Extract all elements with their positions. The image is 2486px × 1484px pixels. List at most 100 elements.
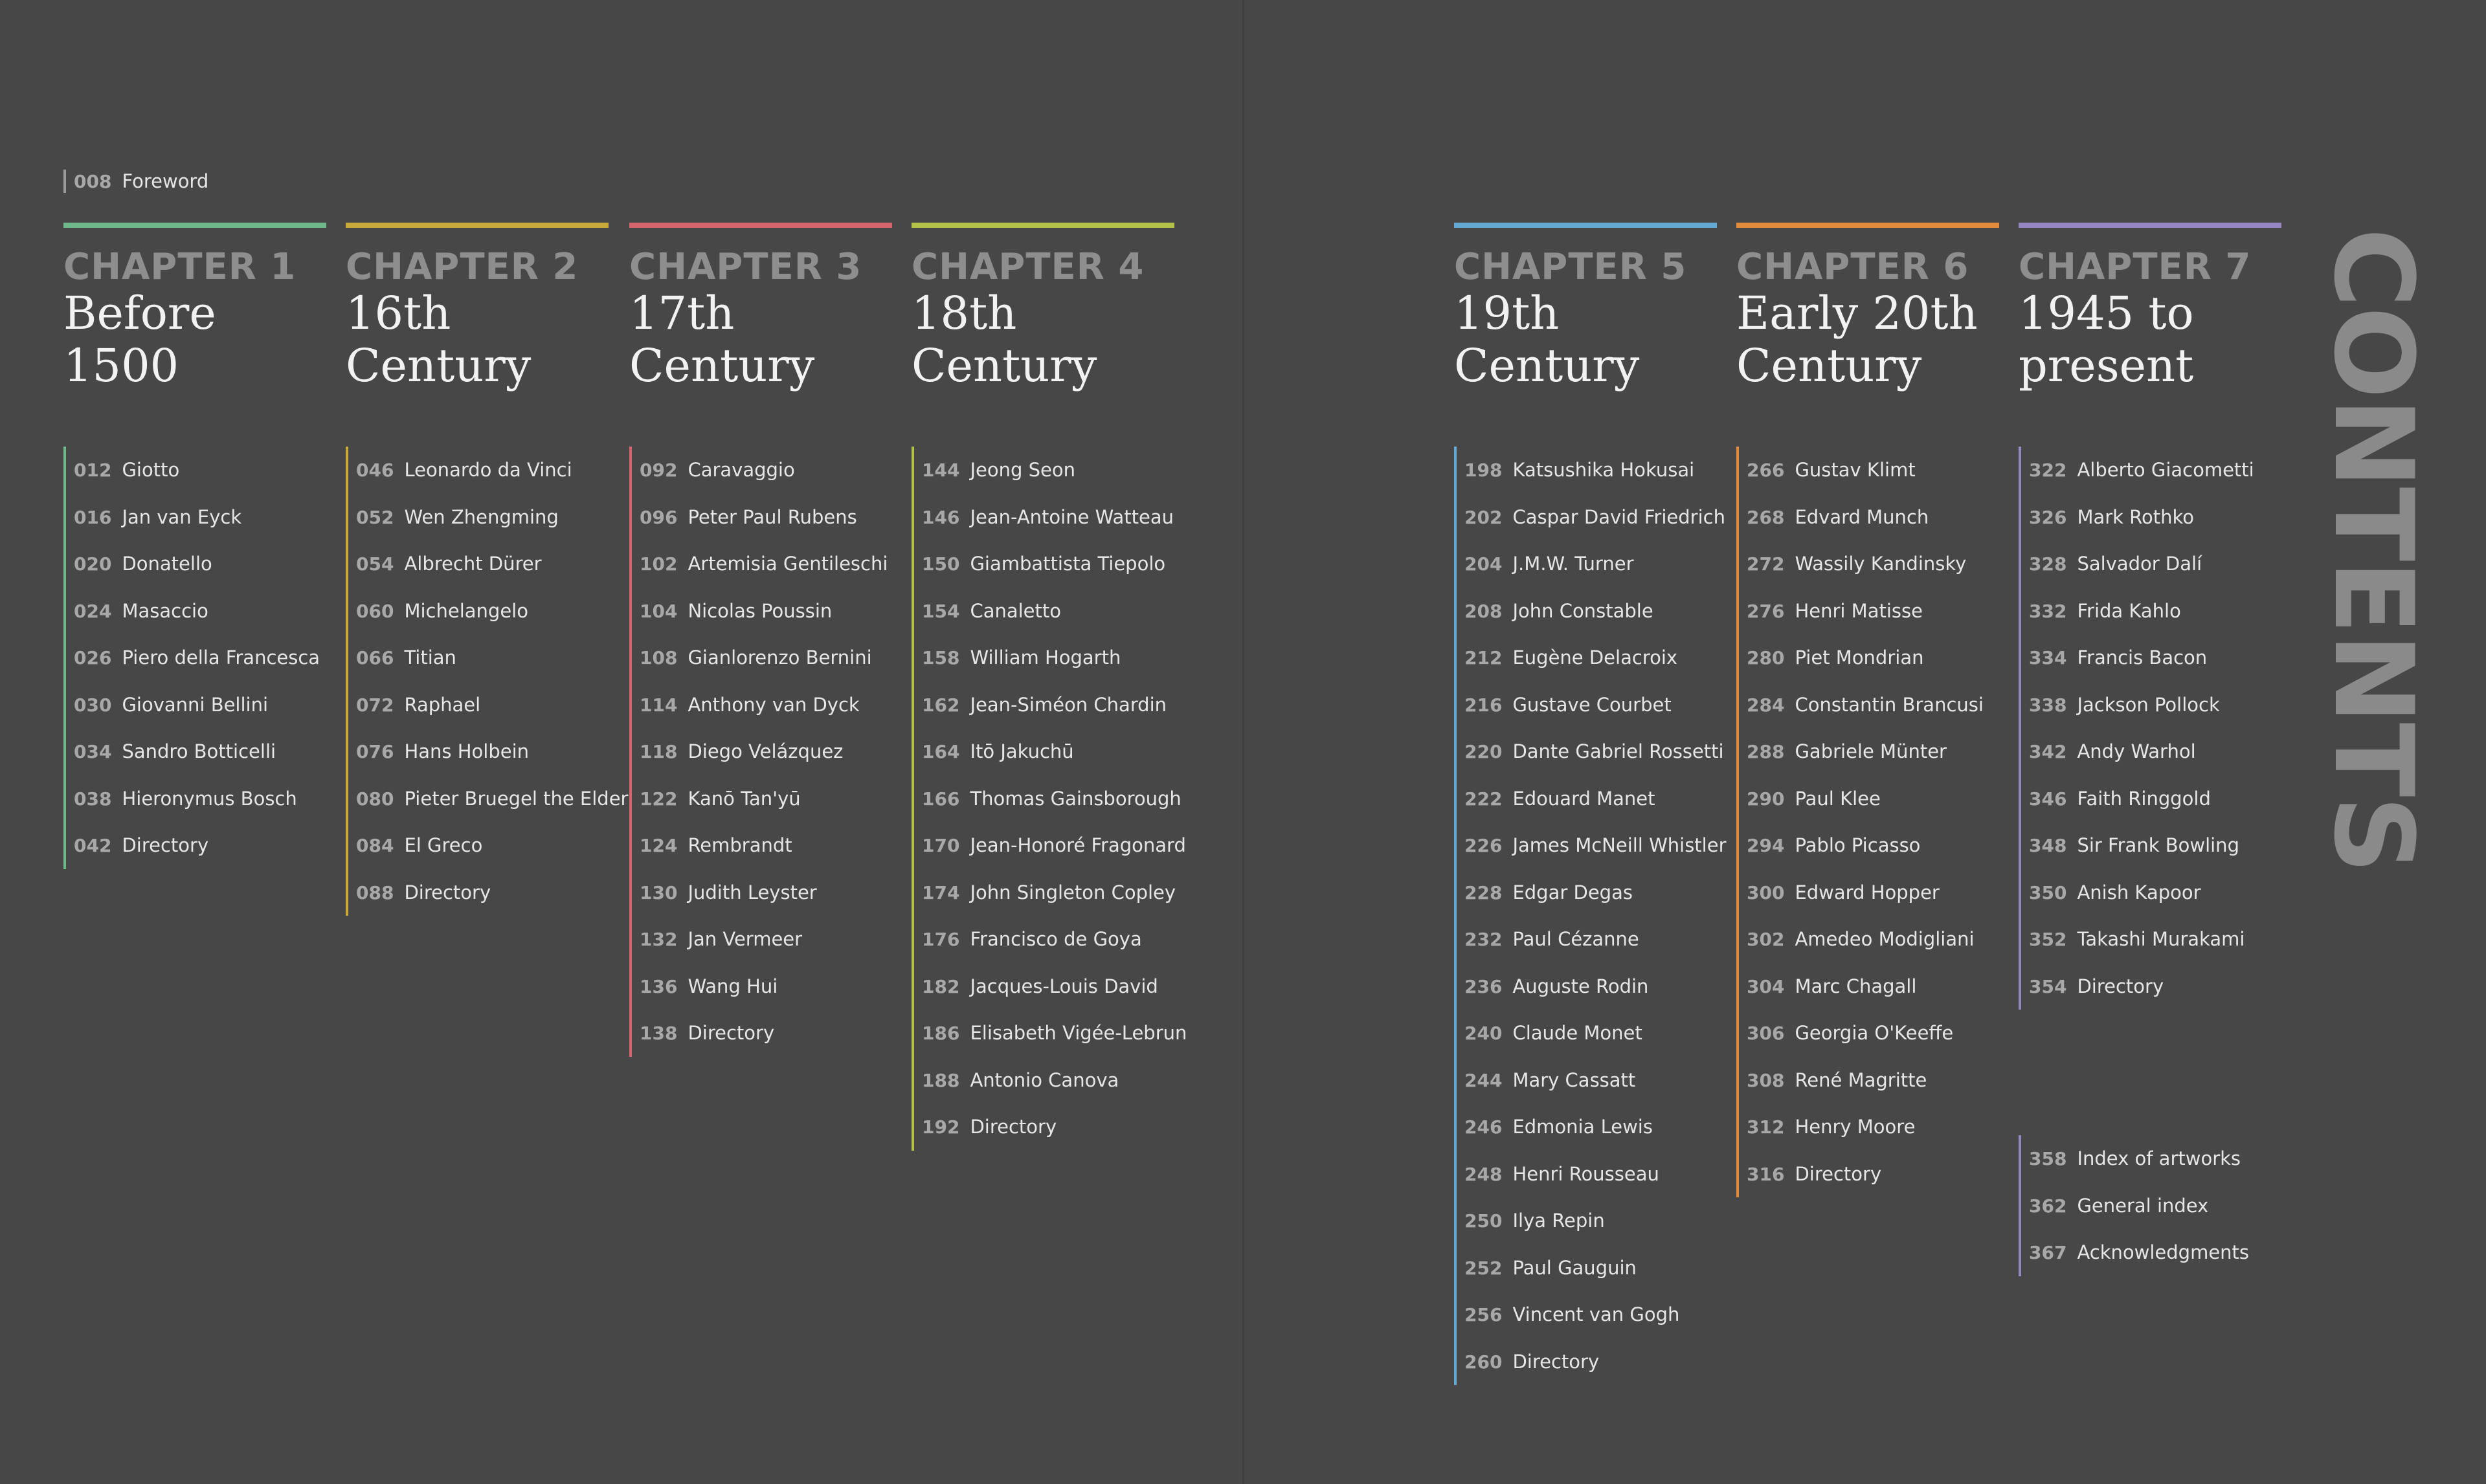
page-number: 328 [2029,553,2067,575]
entry: 362 General index [2029,1182,2249,1230]
page-number: 150 [922,553,960,575]
entry-list: 266 Gustav Klimt 268 Edvard Munch 272 Wassily… [1736,447,1984,1197]
page-number: 108 [640,647,678,669]
chapter-label: CHAPTER 2 [346,246,579,288]
entry-name: Edouard Manet [1512,787,1655,810]
page-number: 346 [2029,788,2067,810]
entry: 240 Claude Monet [1464,1010,1727,1057]
page-number: 188 [922,1069,960,1091]
entry-name: James McNeill Whistler [1512,834,1727,856]
page-number: 312 [1747,1116,1785,1138]
page-number: 026 [74,647,112,669]
title-line: 1945 to [2019,287,2194,340]
entry-name: Frida Kahlo [2077,599,2181,622]
page-number: 124 [640,835,678,856]
entry: 054 Albrecht Dürer [356,540,629,588]
page-number: 354 [2029,975,2067,997]
entry-name: Masaccio [122,599,208,622]
entry-name: Jean-Antoine Watteau [970,505,1174,528]
page-number: 276 [1747,600,1785,622]
page-number: 154 [922,600,960,622]
entry: 096 Peter Paul Rubens [640,494,888,541]
entry-name: Gustave Courbet [1512,693,1672,716]
title-line: Century [346,339,532,392]
entry: 308 René Magritte [1747,1057,1984,1104]
entry: 020 Donatello [74,540,320,588]
chapter-rule [2019,223,2281,228]
page-number: 266 [1747,460,1785,481]
page-number: 176 [922,929,960,950]
entry: 256 Vincent van Gogh [1464,1291,1727,1338]
entry: 122 Kanō Tan'yū [640,775,888,823]
page-number: 118 [640,741,678,762]
entry: 118 Diego Velázquez [640,728,888,775]
entry-name: Directory [1795,1162,1882,1185]
page-number: 198 [1464,460,1503,481]
entry: 326 Mark Rothko [2029,494,2254,541]
entry-name: Directory [2077,975,2164,997]
entry: 290 Paul Klee [1747,775,1984,823]
chapter-rule [912,223,1174,228]
entry-list: 144 Jeong Seon 146 Jean-Antoine Watteau 150 G… [912,447,1187,1151]
entry-name: J.M.W. Turner [1512,553,1634,575]
entry: 306 Georgia O'Keeffe [1747,1010,1984,1057]
entry-name: Hieronymus Bosch [122,787,297,810]
entry-list: 322 Alberto Giacometti 326 Mark Rothko 328 Sa… [2019,447,2254,1010]
chapter-label: CHAPTER 1 [63,246,297,288]
title-line: Century [1736,339,1922,392]
page-number: 166 [922,788,960,810]
entry-name: Artemisia Gentileschi [688,553,888,575]
page-number: 284 [1747,694,1785,716]
entry-name: Jean-Siméon Chardin [970,693,1167,716]
entry-name: Diego Velázquez [688,740,844,762]
entry: 042 Directory [74,822,320,869]
page-number: 146 [922,506,960,528]
entry: 034 Sandro Botticelli [74,728,320,775]
page-number: 088 [356,881,394,903]
chapter-heading: CHAPTER 4 18th Century [912,223,1174,392]
page-number: 066 [356,647,394,669]
entry-name: Katsushika Hokusai [1512,459,1695,481]
entry-name: Directory [970,1116,1057,1138]
entry: 302 Amedeo Modigliani [1747,916,1984,963]
page-number: 228 [1464,881,1503,903]
entry-name: Directory [404,881,491,903]
entry: 276 Henri Matisse [1747,588,1984,635]
entry-name: General index [2077,1194,2209,1217]
entry-name: Caravaggio [688,459,795,481]
entry-name: Mary Cassatt [1512,1069,1636,1091]
entry: 088 Directory [356,869,629,916]
entry: 092 Caravaggio [640,447,888,494]
entry: 170 Jean-Honoré Fragonard [922,822,1187,869]
entry: 146 Jean-Antoine Watteau [922,494,1187,541]
page-number: 138 [640,1023,678,1044]
title-line: Century [1454,339,1640,392]
entry-name: Directory [122,834,209,856]
entry: 322 Alberto Giacometti [2029,447,2254,494]
entry-name: Elisabeth Vigée-Lebrun [970,1022,1187,1044]
title-line: 16th [346,287,451,340]
entry-name: Pieter Bruegel the Elder [404,787,629,810]
entry: 248 Henri Rousseau [1464,1151,1727,1198]
entry: 066 Titian [356,634,629,681]
entry-name: Edmonia Lewis [1512,1116,1653,1138]
entry: 250 Ilya Repin [1464,1197,1727,1245]
entry-name: Jan van Eyck [122,505,242,528]
chapter-rule [1736,223,1999,228]
entry-name: Titian [404,647,456,669]
chapter-heading: CHAPTER 3 17th Century [629,223,892,392]
title-line: present [2019,339,2194,392]
page-number: 024 [74,600,112,622]
chapter-rule [63,223,326,228]
title-line: 18th [912,287,1017,340]
page-number: 038 [74,788,112,810]
page-number: 012 [74,460,112,481]
entry-name: Amedeo Modigliani [1795,928,1975,950]
page-number: 208 [1464,600,1503,622]
entry-name: Andy Warhol [2077,740,2196,762]
page-number: 246 [1464,1116,1503,1138]
entry-name: Vincent van Gogh [1512,1303,1680,1325]
entry: 154 Canaletto [922,588,1187,635]
chapter-label: CHAPTER 7 [2019,246,2252,288]
